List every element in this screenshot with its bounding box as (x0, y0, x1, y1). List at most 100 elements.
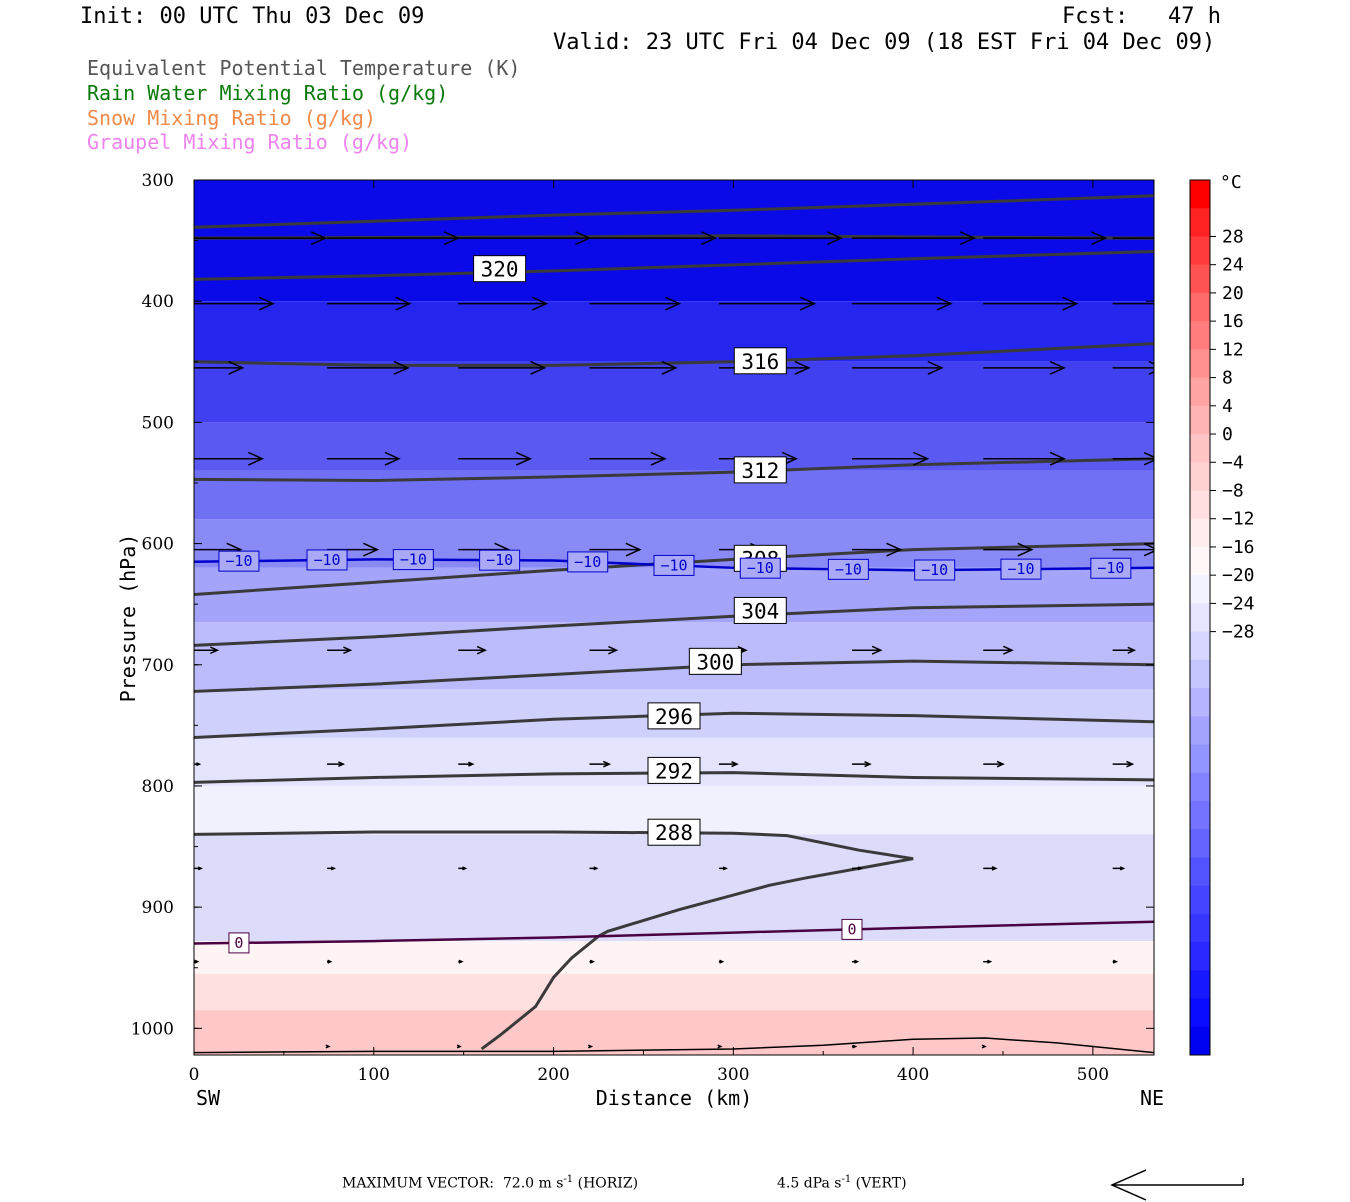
terrain-group (194, 1037, 1154, 1054)
wind-arrow-head (1017, 542, 1034, 557)
x-end-label-left: SW (196, 1086, 221, 1110)
colorbar-tick-label: 24 (1222, 255, 1244, 276)
wind-arrow-head (393, 360, 410, 375)
wind-arrow-head (458, 959, 464, 964)
wind-arrow-head (1062, 296, 1079, 311)
theta-e-label: 300 (696, 650, 734, 674)
colorbar-bin (1190, 744, 1210, 774)
isotherm-label: 0 (847, 920, 856, 938)
wind-arrow-head (593, 866, 599, 871)
colorbar-bin (1190, 377, 1210, 407)
isotherm-label: −10 (660, 556, 687, 574)
theta-e-line-304 (194, 602, 1154, 647)
colorbar-bin (1190, 208, 1210, 237)
max-vector-note: MAXIMUM VECTOR: 72.0 m s-1 (HORIZ) 4.5 dP… (342, 1174, 907, 1192)
isotherm-label-box (306, 549, 348, 571)
horiz-exp: -1 (563, 1174, 574, 1185)
isotherm-label-box (218, 550, 260, 572)
temp-band-0 (194, 180, 1154, 302)
temp-band-7 (194, 622, 1154, 690)
colorbar-bin (1190, 405, 1210, 435)
wind-arrow-head (799, 296, 817, 311)
wind-arrow-head (665, 296, 682, 311)
wind-arrow-head (854, 959, 860, 964)
wind-arrow-head (996, 760, 1005, 768)
wind-arrow-head (1003, 645, 1014, 655)
wind-arrow-head (871, 645, 883, 655)
wind-arrow-head (852, 1044, 858, 1049)
wind-arrow-head (462, 866, 468, 871)
colorbar-bin (1190, 434, 1210, 463)
isotherm-label: −10 (574, 553, 601, 571)
wind-arrow-head (731, 761, 739, 768)
colorbar-bin (1190, 885, 1210, 915)
axes: 300 400 500 600 700 800 900 1000 0 100 200 300 400 50… (116, 171, 1164, 1110)
wind-arrow-head (196, 762, 202, 767)
theta-e-label: 296 (655, 705, 693, 729)
max-horiz: MAXIMUM VECTOR: 72.0 m s (342, 1175, 564, 1192)
colorbar-tick-label: 20 (1222, 283, 1244, 304)
colorbar-bin (1190, 575, 1210, 604)
terrain-line (194, 1037, 1154, 1054)
colorbar-tick-label: −16 (1222, 537, 1255, 558)
isotherm-label-box (1000, 558, 1042, 580)
y-tick-label: 900 (142, 898, 174, 918)
theta-e-label-box (733, 456, 787, 484)
theta-e-label-box (733, 347, 787, 375)
isotherm-label: −10 (1007, 560, 1034, 578)
y-axis-title: Pressure (hPa) (116, 534, 140, 703)
wind-arrow-head (722, 866, 728, 871)
wind-arrow-head (476, 645, 488, 655)
colorbar-unit: °C (1220, 172, 1242, 193)
isotherm-0 (194, 920, 1154, 945)
wind-arrow-head (717, 1044, 723, 1049)
wind-arrow-head (608, 645, 619, 655)
wind-arrow-head (987, 959, 993, 964)
isotherm-label: 0 (234, 934, 243, 952)
y-tick-label: 300 (142, 171, 174, 191)
isotherm-label-box (228, 932, 250, 954)
isotherm-label-box (827, 558, 869, 580)
theta-e-label: 304 (741, 599, 779, 623)
theta-e-line-316 (194, 342, 1154, 367)
isotherm-label: −10 (1097, 559, 1124, 577)
horiz-unit: (HORIZ) (573, 1175, 639, 1192)
wind-arrow-head (661, 360, 678, 375)
y-tick-label: 400 (142, 292, 174, 312)
wind-arrow-head (589, 959, 595, 964)
vert-exp: -1 (841, 1174, 852, 1185)
wind-arrow-head (1143, 542, 1154, 557)
theta-e-label: 312 (741, 459, 779, 483)
wind-arrow-head (719, 959, 725, 964)
y-tick-label: 700 (142, 656, 174, 676)
colorbar-tick-label: 16 (1222, 311, 1244, 332)
wind-arrow-head (886, 542, 903, 557)
x-tick-label: 0 (189, 1065, 200, 1085)
theta-e-label-box (473, 255, 527, 283)
colorbar-bin (1190, 772, 1210, 802)
temperature-fill (194, 180, 1154, 1055)
contour-labels: 320316312308304300296292288−10−10−10−10−… (218, 255, 1132, 954)
theta-e-line-2 (194, 234, 1154, 240)
wind-arrow-head (936, 296, 953, 311)
colorbar-bin (1190, 603, 1210, 633)
theta-e-label: 292 (655, 759, 693, 783)
theta-e-label: 316 (741, 350, 779, 374)
wind-arrow-head (1049, 451, 1066, 466)
colorbar-tick-label: 0 (1222, 424, 1233, 445)
isotherm-label: −10 (747, 559, 774, 577)
wind-arrow-head (1049, 360, 1066, 375)
colorbar-tick-label: −12 (1222, 509, 1255, 530)
wind-arrow-head (228, 360, 245, 375)
isotherm-label-box (653, 554, 695, 576)
colorbar-tick-label: −4 (1222, 452, 1244, 473)
wind-arrow-head (991, 865, 998, 871)
wind-arrow-head (1143, 451, 1154, 466)
colorbar-bin (1190, 688, 1210, 717)
colorbar-bin (1190, 970, 1210, 1000)
wind-arrow-head (603, 760, 612, 768)
colorbar-bin (1190, 292, 1210, 322)
wind-arrow-head (650, 451, 667, 466)
colorbar-bin (1190, 913, 1210, 943)
